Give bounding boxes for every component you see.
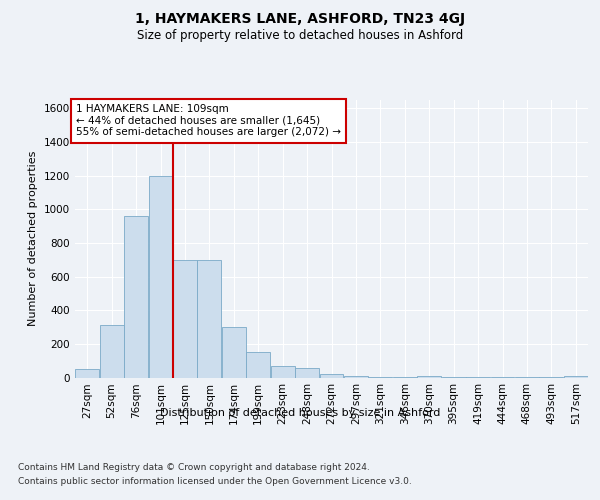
Text: Size of property relative to detached houses in Ashford: Size of property relative to detached ho… [137,28,463,42]
Bar [417,376,441,378]
Text: 1 HAYMAKERS LANE: 109sqm
← 44% of detached houses are smaller (1,645)
55% of sem: 1 HAYMAKERS LANE: 109sqm ← 44% of detach… [76,104,341,138]
Bar [149,176,172,378]
Bar [197,260,221,378]
Y-axis label: Number of detached properties: Number of detached properties [28,151,38,326]
Bar [320,374,343,378]
Bar [222,327,246,378]
Bar [344,376,368,378]
Bar [173,260,197,378]
Text: Contains HM Land Registry data © Crown copyright and database right 2024.: Contains HM Land Registry data © Crown c… [18,462,370,471]
Text: Contains public sector information licensed under the Open Government Licence v3: Contains public sector information licen… [18,478,412,486]
Bar [271,366,295,378]
Bar [246,352,270,378]
Text: 1, HAYMAKERS LANE, ASHFORD, TN23 4GJ: 1, HAYMAKERS LANE, ASHFORD, TN23 4GJ [135,12,465,26]
Bar [124,216,148,378]
Bar [100,326,124,378]
Bar [295,368,319,378]
Bar [368,377,392,378]
Bar [75,369,99,378]
Bar [564,376,588,378]
Text: Distribution of detached houses by size in Ashford: Distribution of detached houses by size … [160,408,440,418]
